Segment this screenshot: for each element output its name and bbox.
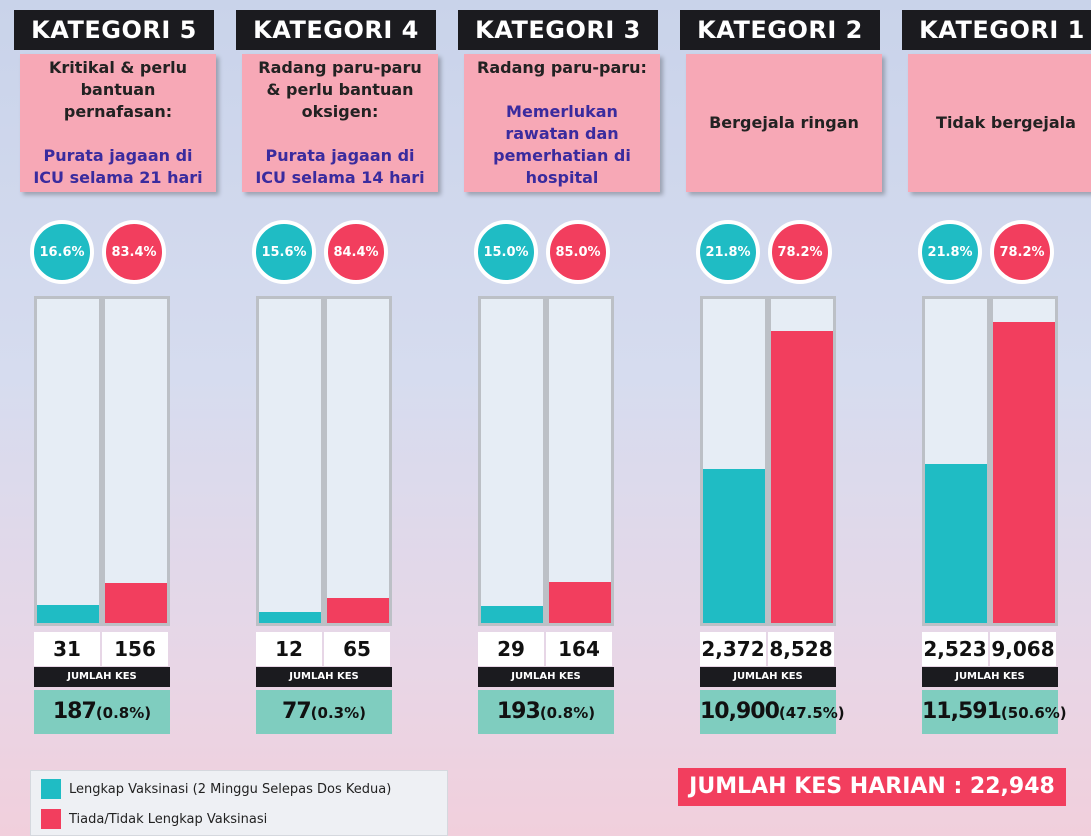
category-total: 187(0.8%) [34,690,170,734]
vaccinated-count: 29 [478,632,544,666]
category-header: KATEGORI 2 [680,10,880,50]
page: {"panels": [ {"title": "KATEGORI 5", "de… [0,0,1091,836]
total-label: JUMLAH KES [478,667,614,687]
category-header: KATEGORI 3 [458,10,658,50]
legend-item: Tiada/Tidak Lengkap Vaksinasi [31,804,447,834]
vaccinated-column [700,296,768,626]
description-note: Purata jagaan di ICU selama 14 hari [250,145,430,189]
vaccinated-bar [703,469,765,623]
category-header: KATEGORI 5 [14,10,214,50]
vaccinated-column [922,296,990,626]
vaccinated-bar [37,605,99,623]
description-text: Radang paru-paru & perlu bantuan oksigen… [250,57,430,123]
category-header: KATEGORI 4 [236,10,436,50]
total-count: 11,591 [922,699,1001,724]
unvaccinated-bar [327,598,389,624]
unvaccinated-count: 9,068 [990,632,1056,666]
total-label: JUMLAH KES [256,667,392,687]
category-description: Bergejala ringan [686,54,882,192]
total-label: JUMLAH KES [922,667,1058,687]
total-share: (0.8%) [540,704,595,722]
vaccinated-bar [259,612,321,623]
legend: Lengkap Vaksinasi (2 Minggu Selepas Dos … [30,770,448,836]
total-share: (0.8%) [96,704,151,722]
unvaccinated-percent: 84.4% [324,220,388,284]
unvaccinated-count: 8,528 [768,632,834,666]
vaccinated-count: 2,523 [922,632,988,666]
description-text: Radang paru-paru: [477,57,647,79]
total-share: (50.6%) [1001,704,1067,722]
unvaccinated-percent: 78.2% [990,220,1054,284]
vaccinated-percent: 21.8% [918,220,982,284]
description-text: Kritikal & perlu bantuan pernafasan: [28,57,208,123]
unvaccinated-count: 164 [546,632,612,666]
category-total: 11,591(50.6%) [922,690,1058,734]
vaccinated-percent: 16.6% [30,220,94,284]
description-text: Bergejala ringan [709,112,859,134]
vaccinated-percent: 21.8% [696,220,760,284]
vaccinated-percent: 15.0% [474,220,538,284]
unvaccinated-bar [549,582,611,623]
total-count: 10,900 [700,699,779,724]
unvaccinated-column [102,296,170,626]
unvaccinated-percent: 83.4% [102,220,166,284]
description-text: Tidak bergejala [936,112,1076,134]
unvaccinated-count: 65 [324,632,390,666]
description-note: Purata jagaan di ICU selama 21 hari [28,145,208,189]
vaccinated-percent: 15.6% [252,220,316,284]
vaccinated-count: 12 [256,632,322,666]
total-count: 193 [497,699,540,724]
vaccinated-count: 31 [34,632,100,666]
unvaccinated-column [768,296,836,626]
vaccinated-bar [481,606,543,623]
unvaccinated-bar [771,331,833,623]
unvaccinated-bar [993,322,1055,623]
vaccinated-bar [925,464,987,623]
legend-swatch [41,779,61,799]
legend-item: Lengkap Vaksinasi (2 Minggu Selepas Dos … [31,774,447,804]
unvaccinated-column [546,296,614,626]
total-count: 187 [53,699,96,724]
category-description: Radang paru-paru & perlu bantuan oksigen… [242,54,438,192]
category-total: 193(0.8%) [478,690,614,734]
description-note: Memerlukan rawatan dan pemerhatian di ho… [472,101,652,189]
category-total: 10,900(47.5%) [700,690,836,734]
total-share: (0.3%) [311,704,366,722]
unvaccinated-percent: 85.0% [546,220,610,284]
unvaccinated-column [324,296,392,626]
total-label: JUMLAH KES [34,667,170,687]
vaccinated-column [256,296,324,626]
total-count: 77 [282,699,311,724]
daily-total: JUMLAH KES HARIAN : 22,948 [678,768,1066,806]
unvaccinated-column [990,296,1058,626]
unvaccinated-count: 156 [102,632,168,666]
vaccinated-count: 2,372 [700,632,766,666]
category-description: Radang paru-paru: Memerlukan rawatan dan … [464,54,660,192]
category-total: 77(0.3%) [256,690,392,734]
total-label: JUMLAH KES [700,667,836,687]
unvaccinated-bar [105,583,167,623]
category-description: Kritikal & perlu bantuan pernafasan: Pura… [20,54,216,192]
legend-label: Lengkap Vaksinasi (2 Minggu Selepas Dos … [69,782,391,797]
unvaccinated-percent: 78.2% [768,220,832,284]
total-share: (47.5%) [779,704,845,722]
category-header: KATEGORI 1 [902,10,1091,50]
vaccinated-column [34,296,102,626]
category-description: Tidak bergejala [908,54,1091,192]
legend-swatch [41,809,61,829]
vaccinated-column [478,296,546,626]
legend-label: Tiada/Tidak Lengkap Vaksinasi [69,812,267,827]
